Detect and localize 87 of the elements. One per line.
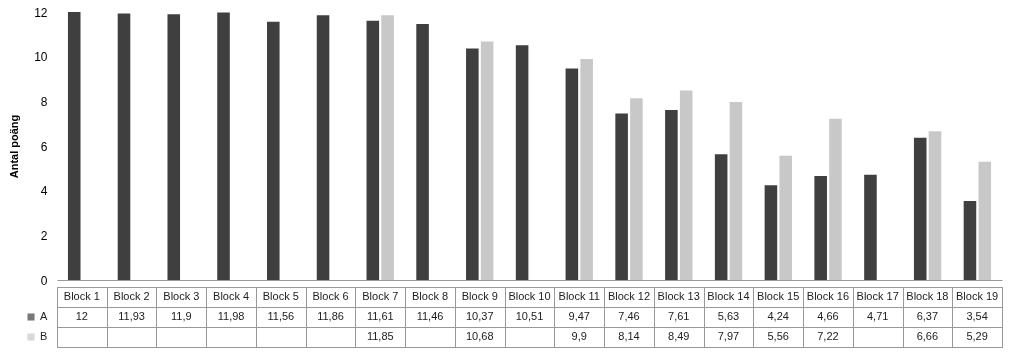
bar <box>829 118 842 280</box>
bar <box>679 90 693 280</box>
bar <box>913 137 927 280</box>
x-tick-label: Block 7 <box>362 290 399 302</box>
data-label: 10,68 <box>466 330 494 342</box>
y-tick-label: 6 <box>40 139 48 154</box>
bar <box>117 13 131 280</box>
bar <box>615 113 628 280</box>
x-tick-label: Block 16 <box>806 290 850 302</box>
x-tick-label: Block 18 <box>906 290 949 302</box>
x-tick-label: Block 11 <box>558 290 600 302</box>
bar <box>729 102 743 280</box>
data-label: 5,29 <box>966 330 988 342</box>
x-tick-label: Block 10 <box>508 290 551 302</box>
bar <box>381 15 394 280</box>
x-tick-label: Block 8 <box>411 290 449 302</box>
data-label: 7,22 <box>817 330 839 342</box>
data-label: 9,9 <box>571 330 587 342</box>
bar <box>580 58 593 280</box>
y-tick-label: 10 <box>34 50 48 65</box>
data-label: 6,66 <box>916 330 939 342</box>
bar <box>466 48 479 280</box>
data-label: 7,46 <box>618 310 640 322</box>
data-label: 11,46 <box>416 310 444 322</box>
bar <box>316 15 330 280</box>
bar <box>714 154 728 280</box>
x-tick-label: Block 19 <box>956 290 999 302</box>
data-label: 10,51 <box>515 310 544 322</box>
y-tick-label: 0 <box>40 273 48 288</box>
x-tick-label: Block 17 <box>856 290 899 302</box>
bar <box>630 98 643 280</box>
bar <box>665 110 678 280</box>
y-tick-label: 4 <box>40 184 48 199</box>
data-label: 11,86 <box>317 310 344 322</box>
x-tick-label: Block 6 <box>312 290 349 302</box>
bar <box>978 161 992 280</box>
data-label: 9,47 <box>568 310 590 322</box>
data-label: 5,56 <box>767 330 789 342</box>
legend-label: A <box>40 310 48 322</box>
x-tick-label: Block 14 <box>707 290 750 302</box>
bar <box>67 12 81 280</box>
data-label: 12 <box>75 310 88 322</box>
x-tick-label: Block 13 <box>657 290 700 302</box>
x-tick-label: Block 9 <box>461 290 498 302</box>
data-label: 11,93 <box>118 310 145 322</box>
data-label: 6,37 <box>916 310 939 322</box>
bar <box>864 174 877 280</box>
bar <box>515 45 529 280</box>
data-label: 4,66 <box>817 310 839 322</box>
data-label: 7,97 <box>717 330 740 342</box>
x-tick-label: Block 15 <box>757 290 800 302</box>
legend-label: B <box>40 330 48 342</box>
data-label: 11,9 <box>171 310 192 322</box>
data-label: 4,71 <box>866 310 889 322</box>
bar <box>217 12 230 280</box>
x-tick-label: Block 4 <box>213 290 250 302</box>
y-tick-label: 12 <box>34 5 48 20</box>
y-tick-label: 8 <box>40 94 48 109</box>
x-tick-label: Block 3 <box>163 290 200 302</box>
x-tick-label: Block 12 <box>607 290 651 302</box>
data-label: 8,14 <box>618 330 640 342</box>
bar <box>779 155 792 280</box>
y-tick-label: 2 <box>40 228 48 243</box>
x-tick-label: Block 5 <box>262 290 299 302</box>
bar <box>167 14 181 280</box>
data-label: 4,24 <box>767 310 789 322</box>
x-tick-label: Block 1 <box>63 290 100 302</box>
bar <box>267 21 280 280</box>
bar <box>928 131 942 280</box>
data-label: 5,63 <box>717 310 740 322</box>
data-label: 11,61 <box>366 310 394 322</box>
data-label: 3,54 <box>966 310 988 322</box>
bar <box>480 41 494 280</box>
bar <box>764 185 778 280</box>
bar <box>416 24 429 280</box>
data-label: 11,56 <box>267 310 295 322</box>
data-label: 7,61 <box>668 310 690 322</box>
data-label: 11,85 <box>366 330 394 342</box>
bar <box>366 20 380 280</box>
data-label: 11,98 <box>217 310 245 322</box>
bar <box>963 200 977 280</box>
bar <box>814 175 827 280</box>
data-label: 10,37 <box>466 310 494 322</box>
y-axis-title: Antal poäng <box>8 114 21 179</box>
bar <box>565 68 579 280</box>
x-tick-label: Block 2 <box>113 290 150 302</box>
data-label: 8,49 <box>668 330 690 342</box>
